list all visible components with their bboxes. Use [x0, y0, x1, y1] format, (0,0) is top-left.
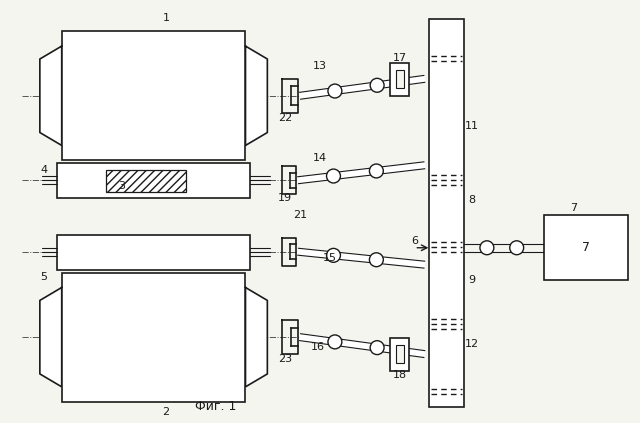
Text: 2: 2 [163, 407, 170, 417]
Text: 9: 9 [468, 275, 476, 285]
Text: 7: 7 [570, 203, 577, 213]
Polygon shape [300, 334, 425, 357]
Text: 12: 12 [465, 339, 479, 349]
Polygon shape [40, 288, 61, 387]
Text: 17: 17 [392, 53, 406, 63]
Polygon shape [246, 288, 268, 387]
Circle shape [370, 78, 384, 92]
Text: 13: 13 [313, 61, 327, 71]
Circle shape [326, 248, 340, 262]
Text: 7: 7 [582, 241, 589, 254]
Bar [61, 31, 246, 160]
Text: 23: 23 [278, 354, 292, 364]
Text: 6: 6 [411, 236, 418, 246]
Circle shape [370, 341, 384, 354]
Polygon shape [298, 162, 425, 184]
Circle shape [328, 84, 342, 98]
Bar [429, 19, 464, 407]
Circle shape [369, 253, 383, 266]
Bar [390, 338, 410, 371]
Bar [106, 170, 186, 192]
Text: 18: 18 [392, 370, 406, 380]
Text: 8: 8 [468, 195, 476, 205]
Circle shape [326, 169, 340, 183]
Text: 1: 1 [163, 13, 170, 23]
Polygon shape [298, 248, 425, 268]
Polygon shape [300, 75, 425, 99]
Bar [390, 63, 410, 96]
Text: 14: 14 [313, 154, 327, 163]
Text: 19: 19 [278, 193, 292, 203]
Bar [396, 70, 404, 88]
Text: 3: 3 [118, 181, 125, 191]
Text: 16: 16 [311, 342, 325, 352]
Bar [57, 235, 250, 269]
Polygon shape [40, 46, 61, 146]
Circle shape [509, 241, 524, 255]
Bar [57, 163, 250, 198]
Polygon shape [246, 46, 268, 146]
Circle shape [480, 241, 494, 255]
Bar [61, 272, 246, 402]
Circle shape [328, 335, 342, 349]
Text: 4: 4 [40, 165, 47, 175]
Text: 21: 21 [293, 210, 307, 220]
Bar [543, 215, 628, 280]
Text: 22: 22 [278, 113, 292, 123]
Circle shape [369, 164, 383, 178]
Text: 5: 5 [40, 272, 47, 282]
Text: 11: 11 [465, 121, 479, 131]
Bar [396, 345, 404, 363]
Text: Фиг. 1: Фиг. 1 [195, 400, 236, 413]
Text: 15: 15 [323, 253, 337, 263]
